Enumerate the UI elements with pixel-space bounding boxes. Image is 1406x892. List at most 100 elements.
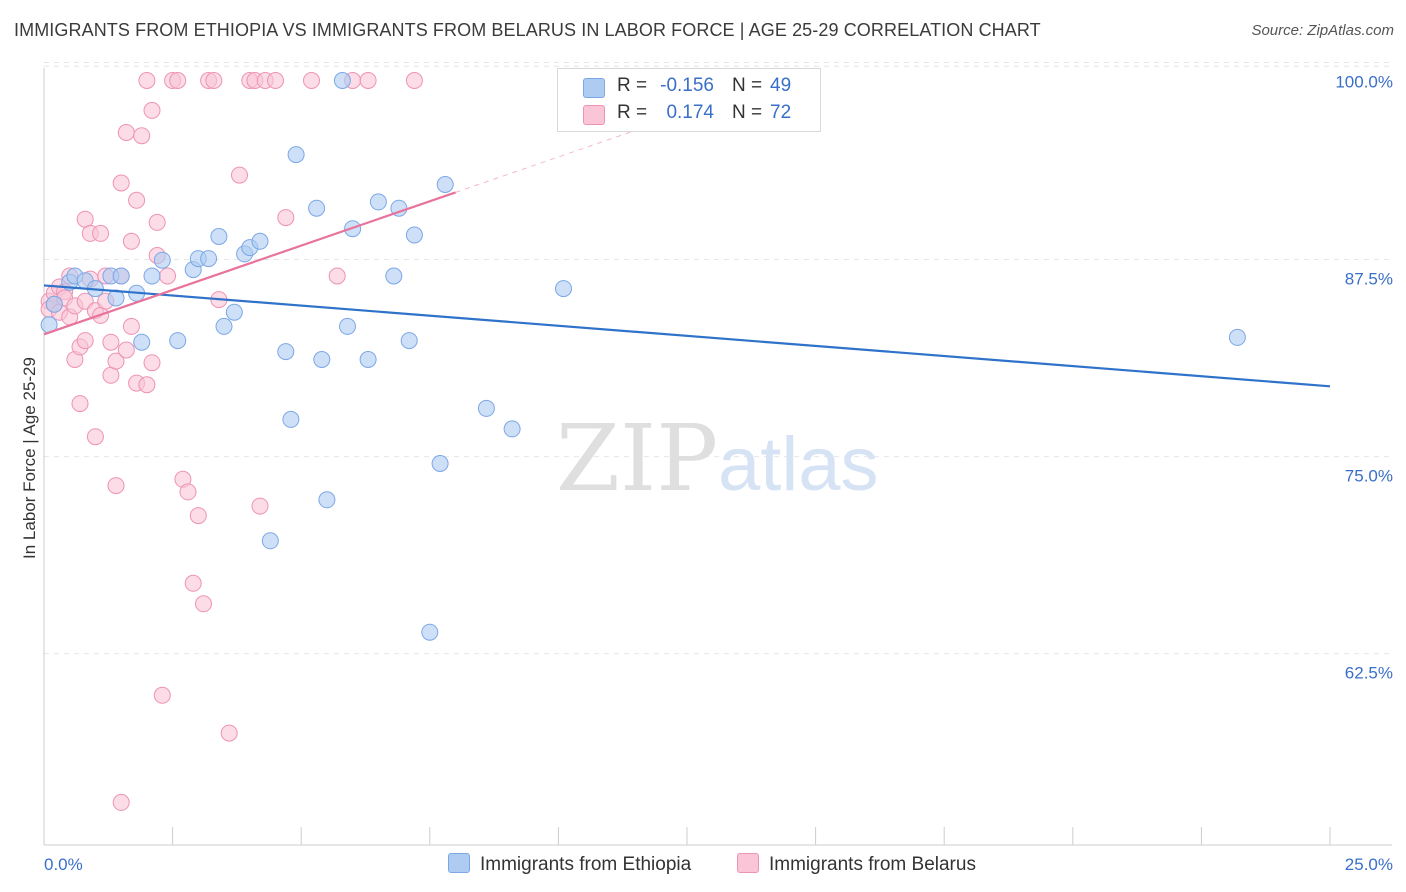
point-ethiopia xyxy=(421,623,439,641)
point-belarus xyxy=(86,428,104,446)
point-ethiopia xyxy=(385,267,403,285)
point-belarus xyxy=(102,333,120,351)
point-belarus xyxy=(205,72,223,89)
point-ethiopia xyxy=(133,333,151,351)
point-belarus xyxy=(138,72,156,89)
point-ethiopia xyxy=(477,399,495,417)
legend-swatch-belarus xyxy=(583,105,605,125)
legend-n-value-belarus: 72 xyxy=(770,102,792,123)
legend-swatch-ethiopia xyxy=(583,78,605,98)
point-ethiopia xyxy=(143,267,161,285)
point-belarus xyxy=(107,352,125,370)
point-belarus xyxy=(122,317,140,335)
point-belarus xyxy=(405,72,423,89)
point-belarus xyxy=(76,210,94,228)
point-belarus xyxy=(133,127,151,145)
point-ethiopia xyxy=(503,420,521,438)
trend-extension-belarus xyxy=(455,121,662,193)
point-belarus xyxy=(92,224,110,242)
point-ethiopia xyxy=(308,199,326,217)
point-ethiopia xyxy=(225,303,243,321)
point-belarus xyxy=(107,477,125,495)
point-belarus xyxy=(112,793,130,811)
point-belarus xyxy=(179,483,197,501)
point-ethiopia xyxy=(45,295,63,313)
point-belarus xyxy=(328,267,346,285)
point-ethiopia xyxy=(287,146,305,164)
bottom-legend-label-ethiopia: Immigrants from Ethiopia xyxy=(480,854,692,875)
point-ethiopia xyxy=(555,280,572,298)
legend-row-belarus: R = 0.174 N = 72 xyxy=(558,100,820,128)
point-ethiopia xyxy=(153,251,171,269)
point-ethiopia xyxy=(359,351,377,368)
y-tick-label: 100.0% xyxy=(1335,72,1393,91)
point-ethiopia xyxy=(400,332,418,350)
correlation-legend: R = -0.156 N = 49 R = 0.174 N = 72 xyxy=(557,68,821,132)
point-ethiopia xyxy=(318,491,336,509)
chart-title: IMMIGRANTS FROM ETHIOPIA VS IMMIGRANTS F… xyxy=(14,20,1041,40)
point-belarus xyxy=(148,213,166,231)
point-ethiopia xyxy=(436,176,454,193)
point-ethiopia xyxy=(169,332,187,350)
point-belarus xyxy=(117,124,135,141)
point-ethiopia xyxy=(210,228,228,245)
bottom-legend-label-belarus: Immigrants from Belarus xyxy=(769,854,976,875)
watermark: ZIP atlas xyxy=(556,405,879,512)
point-belarus xyxy=(359,72,377,89)
axes xyxy=(43,68,1392,846)
point-belarus xyxy=(143,101,161,119)
bottom-legend-belarus: Immigrants from Belarus xyxy=(737,853,976,876)
legend-n-label: N = xyxy=(732,102,763,123)
point-belarus xyxy=(143,354,161,372)
y-tick-label: 87.5% xyxy=(1345,270,1393,289)
point-belarus xyxy=(102,366,120,384)
source-label: Source: ZipAtlas.com xyxy=(1251,22,1394,39)
legend-r-value-ethiopia: -0.156 xyxy=(660,75,714,96)
y-tick-label: 75.0% xyxy=(1345,467,1393,486)
point-ethiopia xyxy=(215,317,233,335)
point-belarus xyxy=(153,686,171,704)
legend-r-label: R = xyxy=(617,75,648,96)
point-belarus xyxy=(277,209,295,227)
bottom-legend-swatch-belarus xyxy=(737,853,759,873)
point-belarus xyxy=(71,395,89,413)
point-ethiopia xyxy=(200,250,218,268)
point-ethiopia xyxy=(405,226,423,244)
point-belarus xyxy=(128,191,146,209)
legend-r-label: R = xyxy=(617,102,648,123)
point-ethiopia xyxy=(277,343,295,361)
bottom-legend-ethiopia: Immigrants from Ethiopia xyxy=(448,853,691,876)
y-axis-label: In Labor Force | Age 25-29 xyxy=(20,357,39,559)
point-belarus xyxy=(117,341,135,359)
point-ethiopia xyxy=(1228,328,1246,346)
x-tick-label-min: 0.0% xyxy=(44,855,83,874)
point-belarus xyxy=(122,232,140,250)
point-belarus xyxy=(303,72,320,89)
x-tick-label-max: 25.0% xyxy=(1345,855,1393,874)
legend-n-label: N = xyxy=(732,75,763,96)
point-ethiopia xyxy=(251,232,269,250)
point-belarus xyxy=(169,72,187,89)
point-belarus xyxy=(184,574,202,592)
point-belarus xyxy=(189,507,207,525)
watermark-atlas: atlas xyxy=(718,422,879,507)
point-belarus xyxy=(267,72,284,89)
point-ethiopia xyxy=(339,317,356,335)
point-belarus xyxy=(138,376,156,394)
y-tick-label: 62.5% xyxy=(1345,664,1393,683)
legend-row-ethiopia: R = -0.156 N = 49 xyxy=(558,73,820,101)
point-ethiopia xyxy=(313,351,331,368)
point-ethiopia xyxy=(333,72,351,89)
watermark-zip: ZIP xyxy=(556,405,718,512)
point-belarus xyxy=(220,724,238,742)
point-belarus xyxy=(251,497,269,515)
trend-line-belarus xyxy=(43,191,456,336)
point-belarus xyxy=(195,595,212,613)
trend-line-ethiopia xyxy=(43,284,1331,388)
legend-n-value-ethiopia: 49 xyxy=(770,75,792,96)
tick-labels: 62.5% 75.0% 87.5% 100.0% 0.0% 25.0% xyxy=(44,72,1393,874)
trend-lines xyxy=(43,121,1331,388)
bottom-legend-swatch-ethiopia xyxy=(448,853,470,873)
point-ethiopia xyxy=(282,410,300,428)
